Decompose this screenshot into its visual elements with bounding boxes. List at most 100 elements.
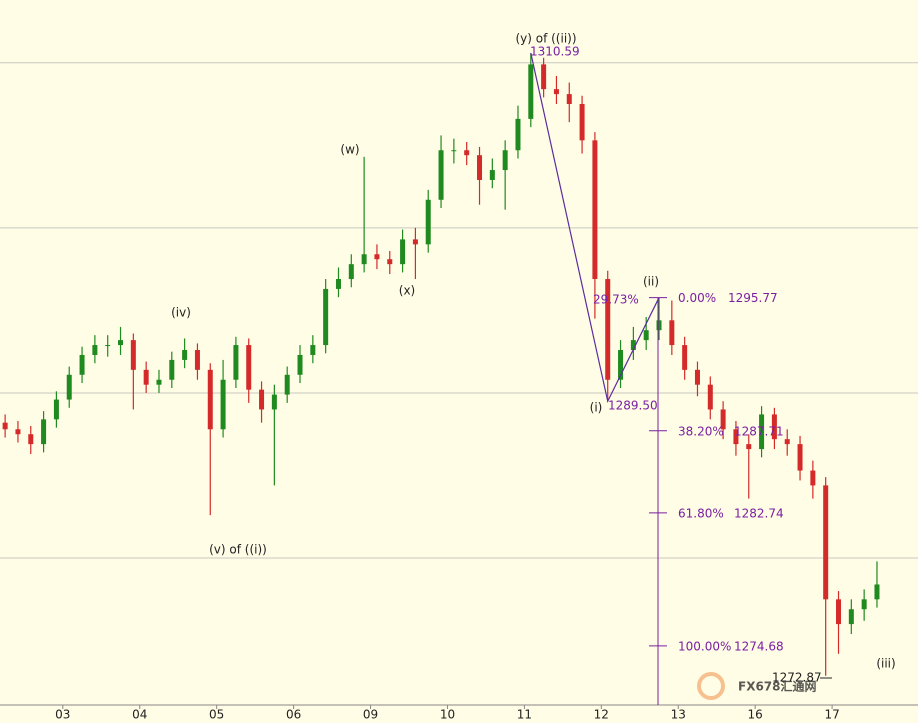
fib-price: 1295.77	[728, 291, 778, 305]
candle-body	[502, 150, 508, 171]
candle-body	[720, 409, 726, 430]
candle-body	[848, 609, 854, 625]
candle-body	[579, 104, 585, 141]
candle-body	[207, 369, 213, 430]
candle-body	[656, 320, 662, 331]
price-label: 1310.59	[530, 45, 580, 59]
fib-pct: 38.20%	[678, 424, 724, 438]
wave-label: (iii)	[876, 657, 895, 671]
candle-body	[374, 254, 380, 260]
candle-body	[53, 399, 59, 420]
fib-pct: 61.80%	[678, 506, 724, 520]
candle-body	[618, 350, 624, 380]
candle-body	[182, 350, 188, 360]
candle-body	[412, 239, 418, 245]
candle-body	[284, 374, 290, 395]
candle-body	[2, 422, 8, 430]
candle-body	[105, 345, 111, 347]
candle-body	[92, 345, 98, 355]
x-tick-label: 17	[824, 708, 839, 722]
candle-body	[810, 470, 816, 486]
candle-body	[169, 359, 175, 380]
candle-body	[348, 264, 354, 280]
fib-price: 1287.71	[734, 424, 784, 438]
candle-body	[118, 340, 124, 346]
fib-pct: 0.00%	[678, 291, 716, 305]
candle-body	[823, 485, 829, 600]
candle-body	[361, 254, 367, 265]
x-tick-label: 03	[55, 708, 70, 722]
candle-body	[528, 64, 534, 119]
candle-body	[566, 94, 572, 105]
x-tick-label: 05	[209, 708, 224, 722]
candle-body	[310, 345, 316, 355]
candle-body	[592, 140, 598, 280]
x-tick-label: 12	[594, 708, 609, 722]
candle-body	[477, 155, 483, 180]
wave-label: (y) of ((ii))	[515, 32, 576, 46]
candle-body	[515, 118, 521, 151]
candle-body	[323, 288, 329, 346]
candle-body	[425, 199, 431, 245]
candle-body	[707, 384, 713, 410]
wave-label: (i)	[590, 401, 603, 415]
candle-body	[130, 340, 136, 370]
candle-body	[297, 354, 303, 375]
candle-body	[220, 379, 226, 430]
candle-body	[246, 345, 252, 390]
x-tick-label: 10	[440, 708, 455, 722]
candle-body	[733, 429, 739, 445]
candle-body	[797, 444, 803, 471]
x-tick-label: 11	[517, 708, 532, 722]
candle-body	[541, 64, 547, 90]
candle-body	[79, 354, 85, 375]
candle-body	[669, 320, 675, 346]
fib-price: 1282.74	[734, 506, 784, 520]
candle-body	[759, 414, 765, 450]
candle-body	[66, 374, 72, 400]
wave-label: (iv)	[171, 306, 191, 320]
candle-body	[746, 444, 752, 450]
candle-body	[194, 350, 200, 370]
candle-body	[784, 439, 790, 445]
candle-body	[861, 599, 867, 610]
x-tick-label: 04	[132, 708, 147, 722]
price-label: 1289.50	[608, 399, 658, 413]
candle-body	[836, 599, 842, 625]
x-tick-label: 13	[671, 708, 686, 722]
wave-label: (w)	[340, 143, 359, 157]
x-tick-label: 06	[286, 708, 301, 722]
candle-body	[156, 379, 162, 385]
candle-body	[682, 345, 688, 370]
retracement-label: 29.73%	[593, 293, 639, 307]
candle-body	[643, 330, 649, 341]
candle-body	[400, 239, 406, 265]
candle-body	[630, 340, 636, 351]
candle-body	[874, 584, 880, 600]
fib-pct: 100.00%	[678, 639, 731, 653]
candle-body	[489, 170, 495, 180]
candle-body	[259, 389, 265, 410]
wave-line	[530, 52, 660, 403]
candle-body	[335, 279, 341, 289]
candle-body	[271, 394, 277, 410]
candle-body	[41, 419, 47, 445]
wave-label: (x)	[399, 284, 415, 298]
candle-body	[464, 150, 470, 156]
wave-label: (v) of ((i))	[209, 543, 267, 557]
wave-label: (ii)	[643, 275, 659, 289]
price-label: 1272.87	[772, 671, 822, 685]
fib-price: 1274.68	[734, 639, 784, 653]
candle-body	[28, 434, 34, 445]
candle-body	[771, 414, 777, 440]
candle-body	[605, 279, 611, 380]
x-tick-label: 09	[363, 708, 378, 722]
watermark: FX678汇通网	[738, 679, 817, 694]
candle-body	[451, 150, 457, 152]
candle-body	[438, 150, 444, 200]
candle-body	[233, 345, 239, 380]
candle-body	[553, 89, 559, 95]
